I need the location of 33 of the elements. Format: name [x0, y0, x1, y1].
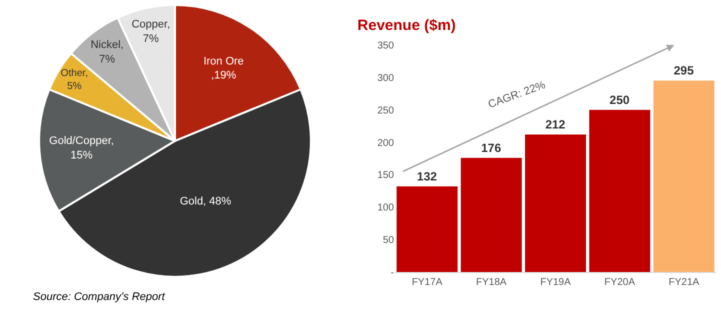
data-label: 176 [481, 140, 502, 155]
bar [525, 134, 586, 272]
source-note: Source: Company’s Report [33, 291, 166, 303]
x-tick-label: FY18A [476, 277, 507, 288]
slice-label: Iron Ore [203, 55, 244, 68]
y-tick-label: 300 [377, 72, 394, 84]
x-tick-label: FY19A [540, 277, 572, 288]
data-label: ,19% [211, 70, 236, 82]
annotation: CAGR: 22% [486, 79, 548, 111]
bar [460, 158, 522, 272]
y-tick-label: 150 [377, 170, 394, 182]
data-label: 132 [416, 169, 438, 184]
y-tick-label: 250 [377, 105, 394, 116]
x-tick-label: FY17A [412, 277, 443, 288]
slice-label: Gold/Copper,15% [49, 135, 114, 162]
bar [589, 110, 650, 272]
y-tick-label: 200 [377, 138, 394, 149]
slice-label: Other,5% [60, 68, 88, 92]
y-tick-label: - [390, 268, 394, 278]
data-label: 295 [674, 64, 694, 78]
data-label: 212 [545, 118, 566, 132]
y-tick-label: 100 [377, 202, 394, 214]
slice-label: Copper,7% [132, 18, 170, 45]
bar [653, 80, 714, 272]
slice-label: Gold, 48% [180, 196, 232, 208]
slice-label: Nickel,7% [90, 39, 124, 66]
y-tick-label: 350 [377, 40, 394, 52]
bar [396, 186, 458, 272]
y-tick-label: 50 [382, 235, 394, 246]
chart-title: Revenue ($m) [357, 17, 456, 34]
x-tick-label: FY20A [604, 277, 636, 288]
data-label: 250 [610, 92, 630, 107]
x-tick-label: FY21A [668, 277, 700, 288]
